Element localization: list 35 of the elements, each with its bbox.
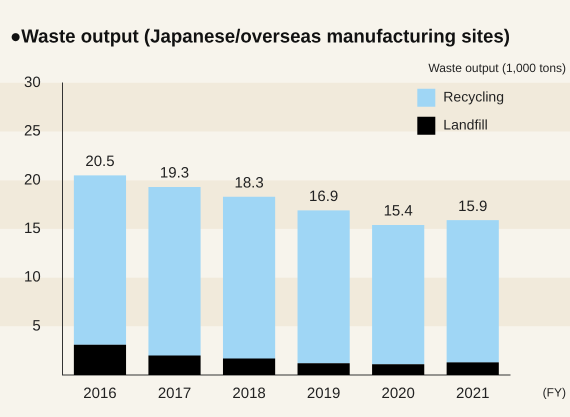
total-label: 19.3 [160,164,190,182]
bar [222,196,276,358]
total-label: 18.3 [234,174,264,192]
bar [222,358,276,375]
bar [148,356,201,375]
total-label: 16.9 [309,188,338,206]
x-tick-label: 2021 [456,385,490,402]
bar [372,225,424,364]
x-axis-title: (FY) [542,385,566,400]
chart-title: ●Waste output (Japanese/overseas manufacturing sites) [10,25,510,47]
bar [74,344,126,375]
bar [446,220,499,362]
x-tick-label: 2020 [381,385,415,402]
bar [298,210,350,364]
bar [446,362,499,375]
bar [74,175,126,345]
y-tick-label: 15 [24,220,41,238]
x-tick-label: 2018 [232,385,266,402]
bar [148,187,201,356]
total-label: 20.5 [85,152,115,170]
y-tick-label: 10 [24,268,41,286]
bar [298,363,350,375]
total-label: 15.4 [384,202,413,220]
y-tick-label: 25 [24,122,41,140]
bar [372,364,424,375]
legend-label: Recycling [443,88,504,105]
legend-label: Landfill [443,116,488,133]
y-axis-title: Waste output (1,000 tons) [428,61,566,76]
x-tick-label: 2016 [83,385,117,402]
x-tick-label: 2017 [158,385,192,402]
total-label: 15.9 [458,198,488,215]
y-tick-label: 20 [24,171,41,188]
y-tick-label: 5 [32,317,41,334]
y-tick-label: 30 [24,74,41,91]
x-tick-label: 2019 [306,385,340,402]
